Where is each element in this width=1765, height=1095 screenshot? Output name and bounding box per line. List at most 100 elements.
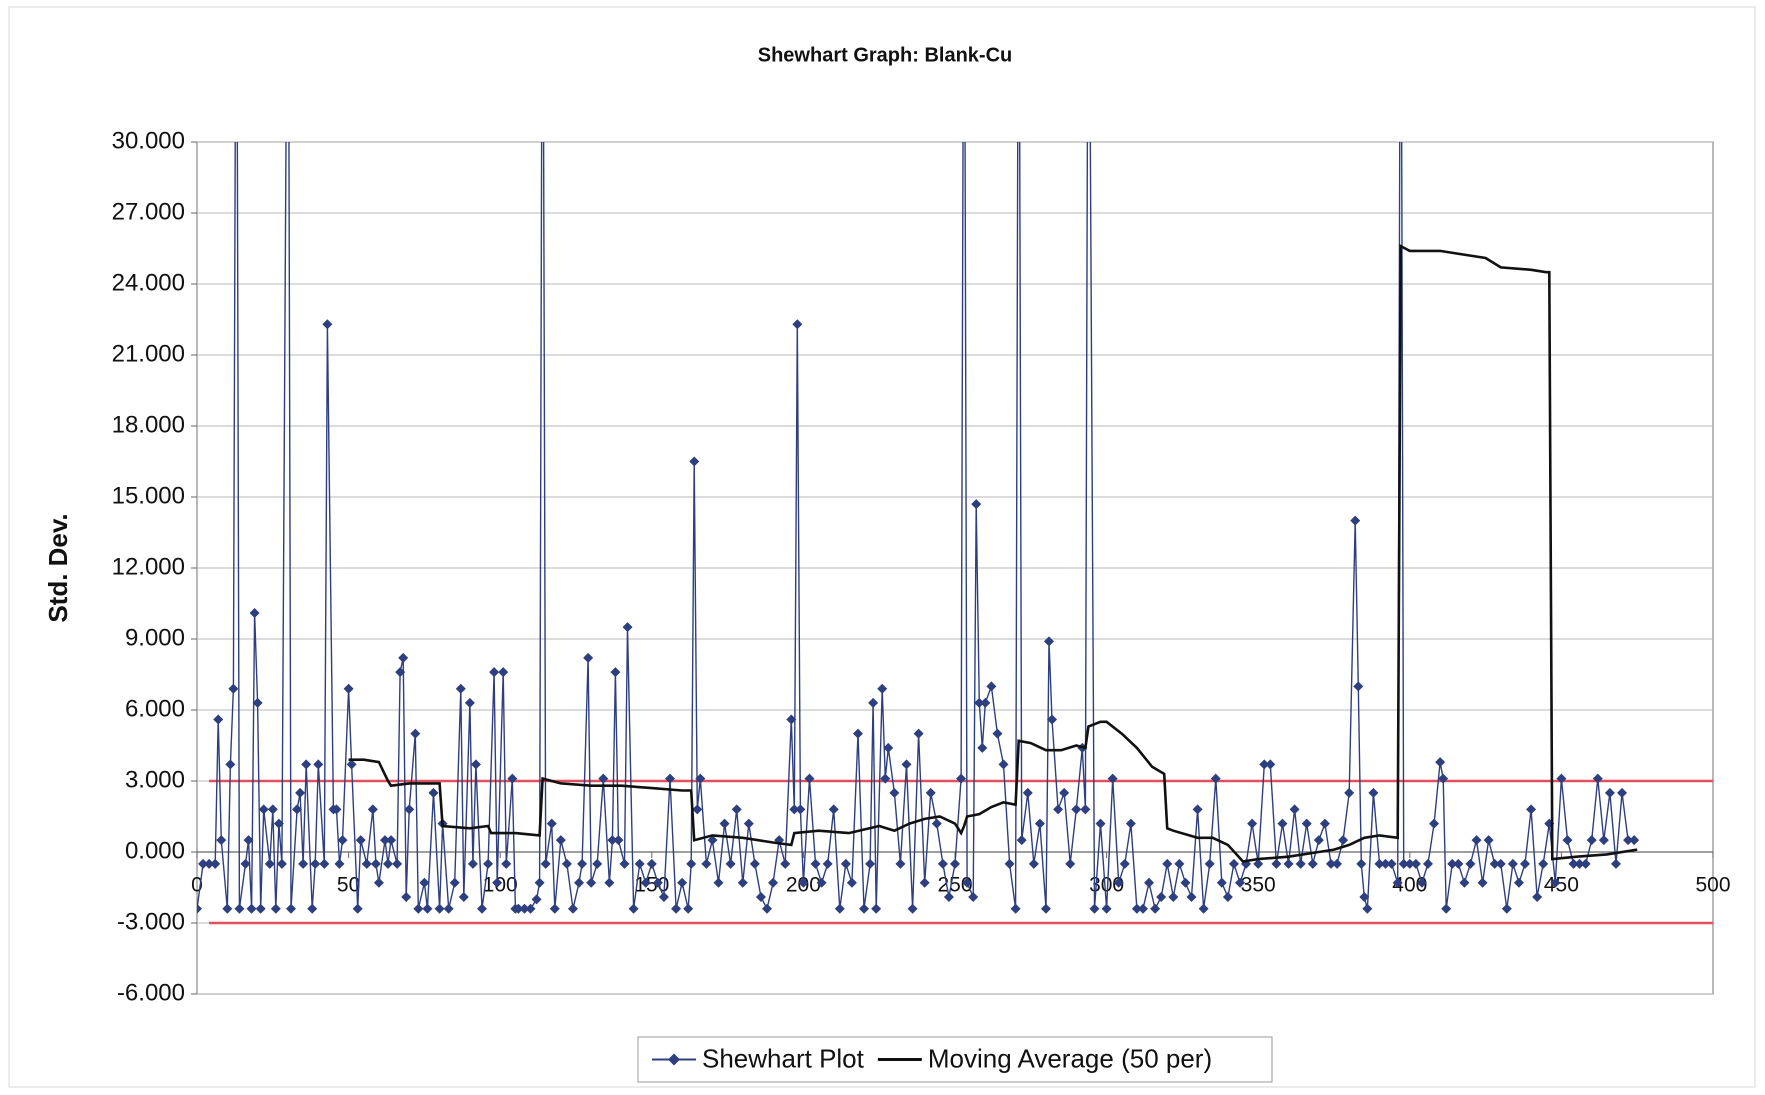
- x-tick-label: 50: [337, 874, 360, 897]
- data-point: [919, 877, 930, 888]
- data-point: [1356, 858, 1367, 869]
- data-point: [1016, 835, 1027, 846]
- y-tick-label: 18.000: [112, 411, 185, 438]
- y-tick-label: 24.000: [112, 269, 185, 296]
- y-tick-label: 12.000: [112, 553, 185, 580]
- data-point: [410, 728, 421, 739]
- data-point: [713, 877, 724, 888]
- data-point: [671, 903, 682, 914]
- data-point: [334, 858, 345, 869]
- legend-label: Shewhart Plot: [702, 1043, 865, 1073]
- data-point: [1053, 804, 1064, 815]
- data-point: [1471, 835, 1482, 846]
- data-point: [1180, 877, 1191, 888]
- data-point: [1392, 877, 1403, 888]
- data-point: [768, 877, 779, 888]
- data-point: [877, 683, 888, 694]
- data-point: [1259, 759, 1270, 770]
- data-point: [1216, 877, 1227, 888]
- data-point: [695, 773, 706, 784]
- data-point: [1283, 858, 1294, 869]
- data-point: [292, 804, 303, 815]
- data-point: [307, 903, 318, 914]
- data-point: [404, 804, 415, 815]
- data-point: [619, 858, 630, 869]
- data-point: [285, 903, 296, 914]
- data-point: [434, 903, 445, 914]
- data-point: [1338, 835, 1349, 846]
- data-point: [871, 903, 882, 914]
- y-tick-label: 27.000: [112, 198, 185, 225]
- data-point: [498, 667, 509, 678]
- data-point: [501, 858, 512, 869]
- data-point: [1204, 858, 1215, 869]
- data-point: [950, 858, 960, 869]
- data-point: [880, 773, 891, 784]
- data-point: [301, 759, 312, 770]
- data-point: [1162, 858, 1173, 869]
- data-point: [264, 858, 275, 869]
- data-point: [789, 804, 800, 815]
- data-point: [519, 903, 530, 914]
- data-point: [640, 877, 651, 888]
- data-point: [1004, 858, 1015, 869]
- data-point: [755, 891, 766, 902]
- data-point: [1277, 818, 1288, 829]
- data-point: [604, 877, 615, 888]
- data-point: [925, 787, 936, 798]
- y-tick-label: 15.000: [112, 482, 185, 509]
- data-point: [492, 877, 503, 888]
- data-point: [1574, 858, 1585, 869]
- data-point: [216, 835, 227, 846]
- data-point: [1313, 835, 1324, 846]
- data-point: [1186, 891, 1197, 902]
- data-point: [586, 877, 597, 888]
- y-tick-label: -3.000: [117, 908, 185, 935]
- data-point: [1532, 891, 1543, 902]
- data-point: [401, 891, 412, 902]
- data-point: [1598, 835, 1609, 846]
- data-point: [343, 683, 354, 694]
- data-point: [419, 877, 430, 888]
- legend-label: Moving Average (50 per): [928, 1043, 1212, 1073]
- data-point: [786, 714, 797, 725]
- data-point: [392, 858, 403, 869]
- data-point: [816, 877, 827, 888]
- data-point: [1568, 858, 1579, 869]
- data-point: [355, 835, 366, 846]
- data-point: [1119, 858, 1130, 869]
- data-point: [467, 858, 478, 869]
- data-point: [1353, 681, 1364, 692]
- data-point: [1095, 818, 1106, 829]
- legend-box: [637, 1036, 1273, 1083]
- data-point: [204, 858, 215, 869]
- data-point: [628, 903, 639, 914]
- data-point: [986, 681, 997, 692]
- data-point: [1059, 787, 1070, 798]
- data-point: [1368, 787, 1379, 798]
- data-point: [974, 697, 985, 708]
- data-point: [198, 858, 209, 869]
- data-point: [1150, 903, 1161, 914]
- data-point: [443, 903, 454, 914]
- data-point: [968, 891, 979, 902]
- data-point: [546, 818, 557, 829]
- data-point: [1065, 858, 1076, 869]
- data-point: [1350, 515, 1361, 526]
- data-point: [868, 697, 879, 708]
- data-point: [561, 858, 572, 869]
- data-point: [737, 877, 748, 888]
- data-point: [1107, 773, 1118, 784]
- data-point: [513, 903, 524, 914]
- data-point: [577, 858, 588, 869]
- data-point: [859, 903, 870, 914]
- data-point: [749, 858, 760, 869]
- data-point: [1137, 903, 1148, 914]
- y-tick-label: 30.000: [112, 127, 185, 154]
- data-point: [1410, 858, 1421, 869]
- data-point: [213, 714, 224, 725]
- data-point: [1295, 858, 1306, 869]
- data-point: [1604, 787, 1615, 798]
- y-tick-label: 21.000: [112, 340, 185, 367]
